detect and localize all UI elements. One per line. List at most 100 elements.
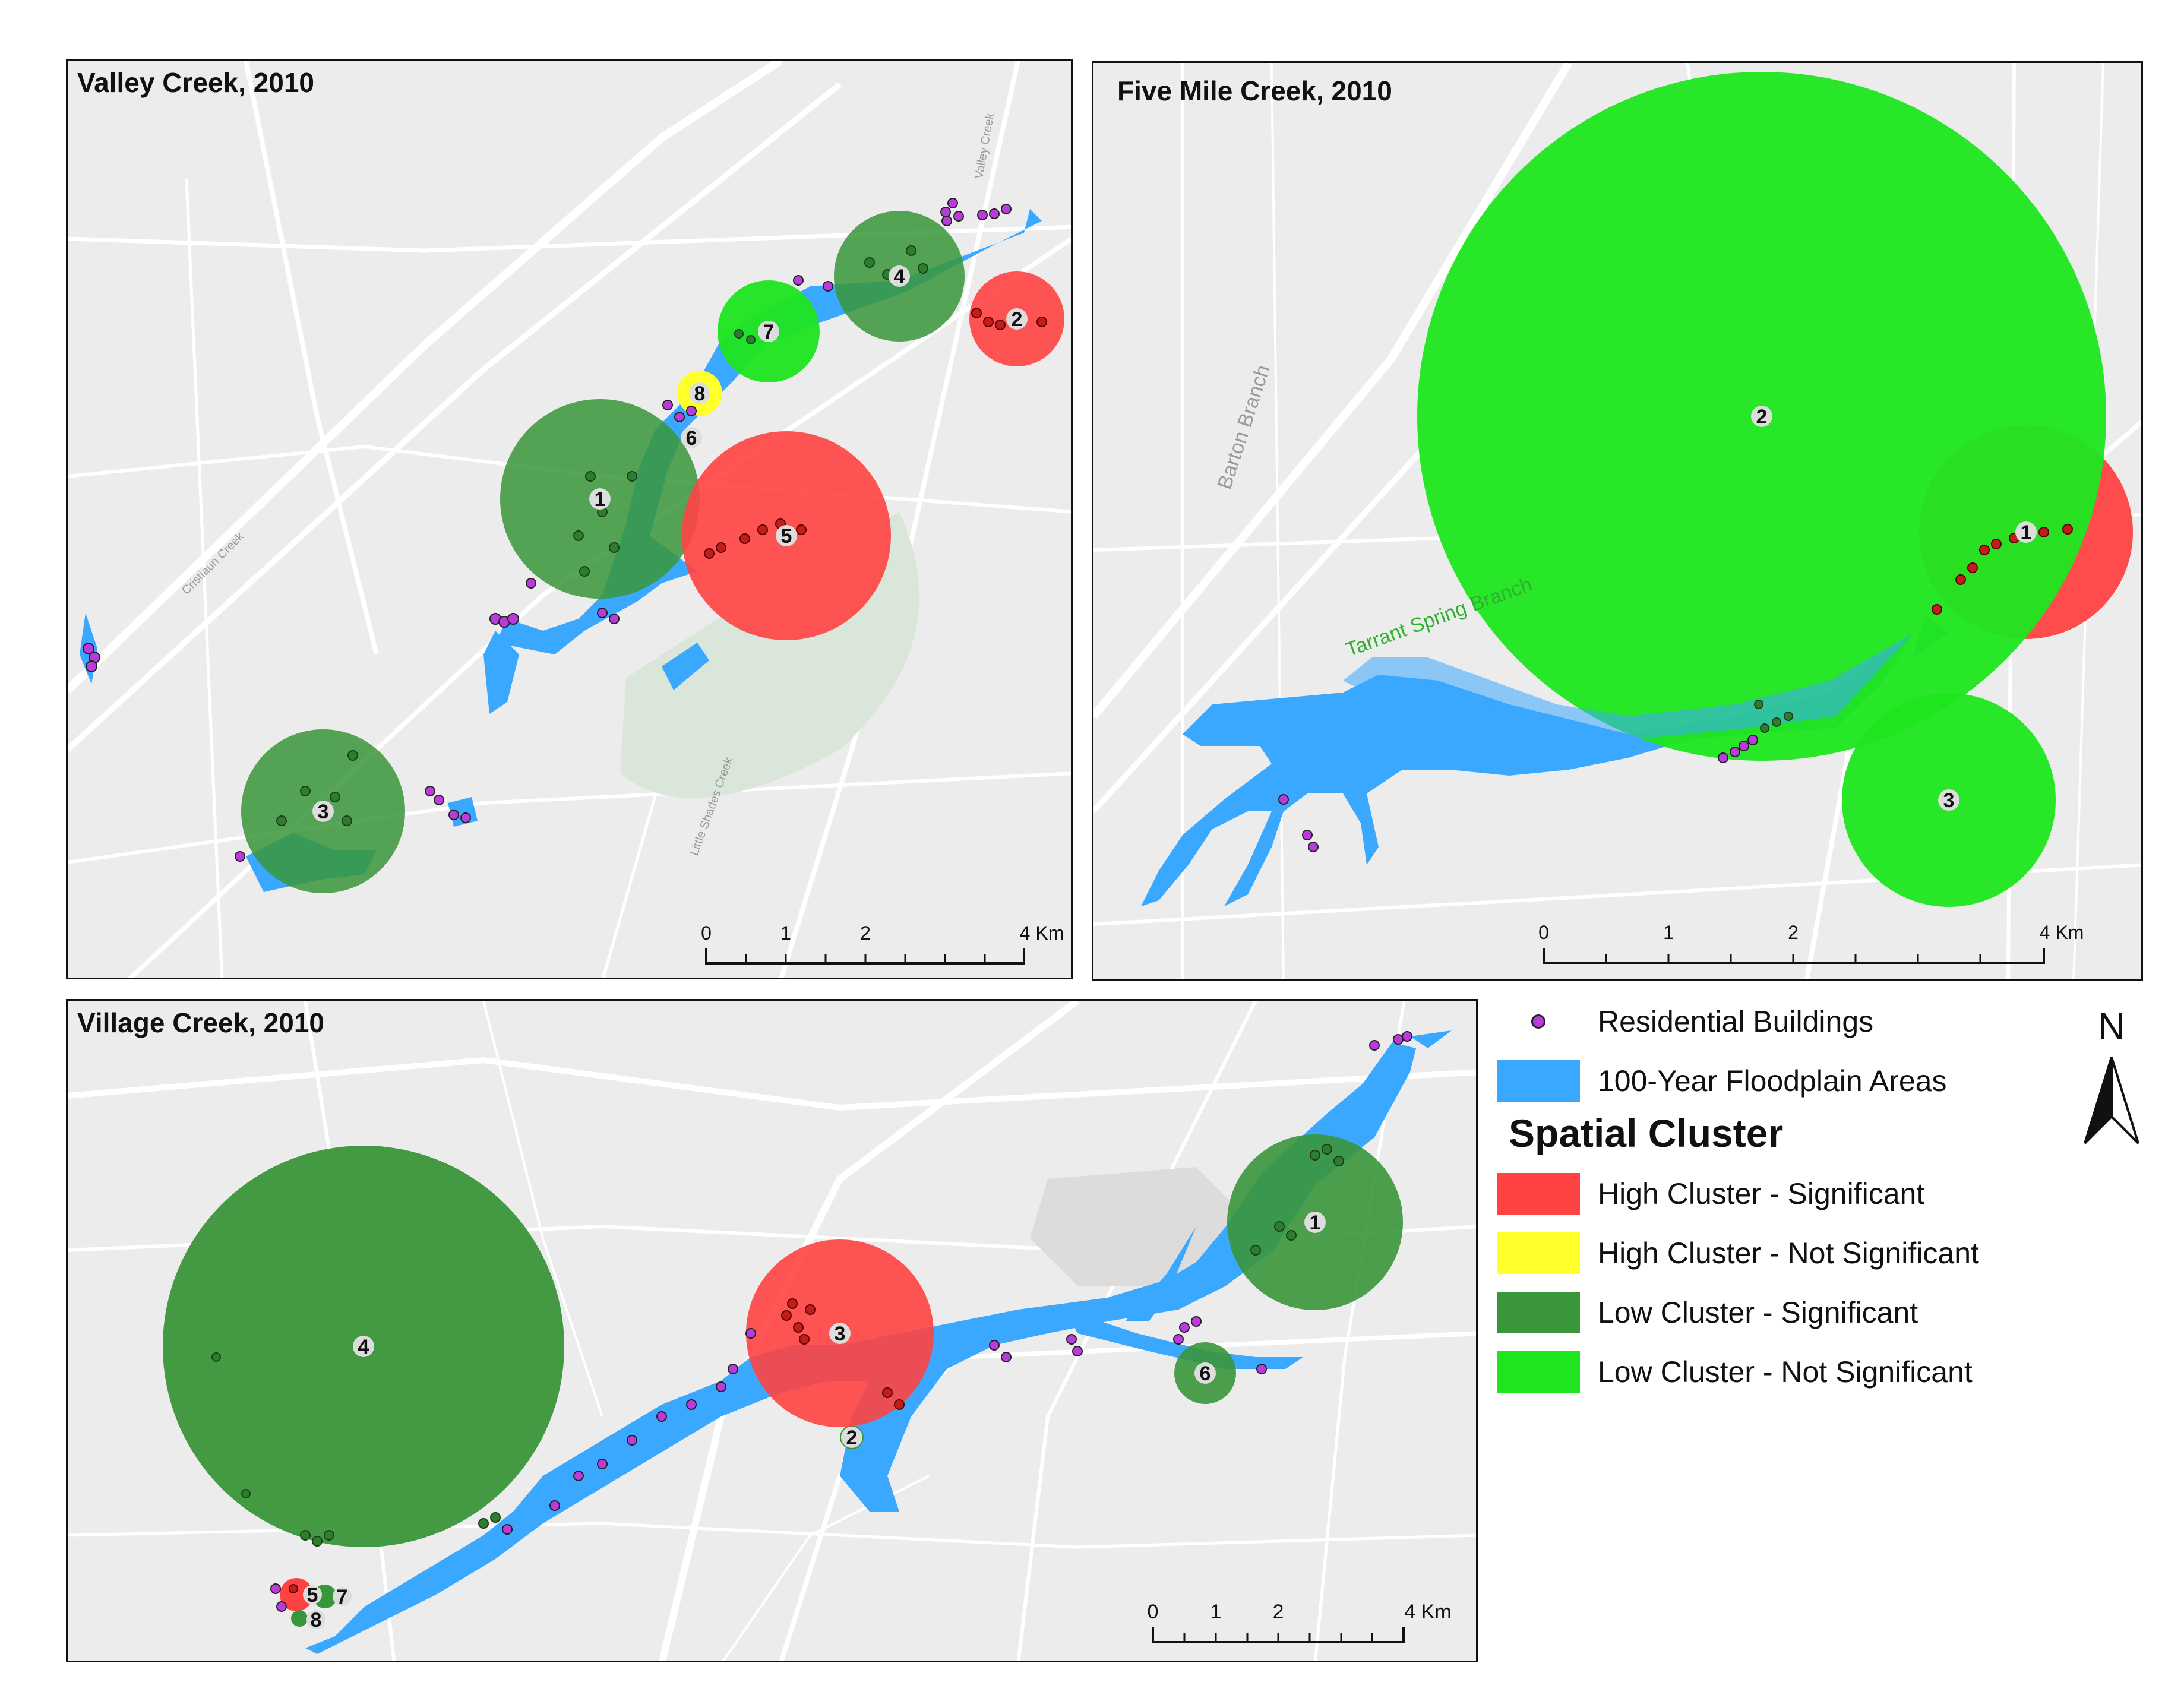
floodplain-under-clusters xyxy=(1343,633,1913,740)
village-cluster-labels: 1 2 3 4 5 6 7 8 xyxy=(303,1212,1326,1631)
five-mile-creek-map-panel: 1 2 3 Barton Branch Tarrant Spring Branc… xyxy=(1092,61,2143,981)
village-creek-map: 1 2 3 4 5 6 7 8 0 1 2 4 Km xyxy=(68,1001,1476,1661)
village-cluster-5-label: 5 xyxy=(303,1584,322,1607)
residential-marker-icon xyxy=(1497,1001,1580,1042)
svg-text:7: 7 xyxy=(763,321,775,343)
svg-text:2: 2 xyxy=(1788,922,1799,943)
svg-text:4: 4 xyxy=(358,1336,369,1358)
legend-item-label: High Cluster - Significant xyxy=(1598,1177,1925,1210)
svg-text:6: 6 xyxy=(1200,1362,1211,1385)
svg-text:2: 2 xyxy=(846,1427,858,1449)
village-creek-map-panel: 1 2 3 4 5 6 7 8 0 1 2 4 Km xyxy=(66,999,1478,1662)
valley-cluster-8-label: 8 xyxy=(689,382,710,405)
fivemile-low-cluster-buildings xyxy=(1754,700,1793,733)
village-cluster-1-label: 1 xyxy=(1304,1212,1326,1234)
village-residential-buildings xyxy=(270,1031,1412,1612)
svg-text:2: 2 xyxy=(1273,1601,1284,1623)
village-scale-bar: 0 1 2 4 Km xyxy=(1148,1601,1452,1643)
fivemile-scale-bar: 0 1 2 4 Km xyxy=(1538,922,2084,964)
svg-text:3: 3 xyxy=(1943,789,1955,812)
five-mile-creek-map: 1 2 3 Barton Branch Tarrant Spring Branc… xyxy=(1093,63,2141,979)
svg-text:4: 4 xyxy=(894,265,905,288)
svg-text:0: 0 xyxy=(1538,922,1549,943)
valley-low-cluster-buildings xyxy=(276,245,928,826)
svg-text:8: 8 xyxy=(311,1609,322,1631)
legend-item-low-not-significant: Low Cluster - Not Significant xyxy=(1497,1348,1973,1396)
low-significant-swatch xyxy=(1497,1292,1580,1333)
svg-text:3: 3 xyxy=(835,1323,846,1345)
village-cluster-8-label: 8 xyxy=(306,1609,325,1631)
svg-text:7: 7 xyxy=(337,1586,348,1608)
fivemile-cluster-labels: 1 2 3 xyxy=(1751,406,2037,812)
village-high-cluster-buildings xyxy=(289,1298,905,1593)
valley-cluster-3-label: 3 xyxy=(312,801,334,823)
svg-text:4 Km: 4 Km xyxy=(1020,922,1064,944)
valley-residential-buildings xyxy=(83,198,1012,862)
legend-item-label: Low Cluster - Significant xyxy=(1598,1296,1918,1329)
svg-text:2: 2 xyxy=(1012,308,1023,331)
fivemile-residential-buildings xyxy=(1278,735,1758,852)
industrial-area xyxy=(1030,1167,1256,1286)
valley-creek-map: 1 2 3 4 5 6 7 8 Valley Creek Cristiaun C… xyxy=(68,61,1071,978)
svg-text:1: 1 xyxy=(780,922,791,944)
valley-cluster-labels: 1 2 3 4 5 6 7 8 xyxy=(312,265,1028,823)
svg-text:8: 8 xyxy=(694,382,706,405)
village-cluster-7-label: 7 xyxy=(333,1586,352,1608)
svg-text:4 Km: 4 Km xyxy=(1404,1601,1451,1623)
valley-scale-bar: 0 1 2 4 Km xyxy=(701,922,1064,965)
north-label: N xyxy=(2098,1005,2125,1048)
svg-text:1: 1 xyxy=(1210,1601,1222,1623)
svg-text:1: 1 xyxy=(2021,521,2032,544)
legend-item-high-not-significant: High Cluster - Not Significant xyxy=(1497,1229,1979,1277)
valley-cluster-2-label: 2 xyxy=(1006,308,1028,331)
valley-cluster-5-label: 5 xyxy=(776,525,797,548)
high-not-significant-swatch xyxy=(1497,1232,1580,1274)
legend-item-label: Low Cluster - Not Significant xyxy=(1598,1355,1973,1389)
fivemile-cluster-1-label: 1 xyxy=(2015,521,2037,544)
svg-text:4 Km: 4 Km xyxy=(2040,922,2084,943)
valley-cluster-7-label: 7 xyxy=(758,321,779,343)
village-cluster-8-circle xyxy=(291,1610,308,1627)
valley-creek-title: Valley Creek, 2010 xyxy=(77,67,314,98)
fivemile-high-cluster-buildings xyxy=(1932,524,2073,615)
svg-text:1: 1 xyxy=(1310,1212,1321,1234)
valley-cluster-4-label: 4 xyxy=(889,265,910,288)
fivemile-cluster-circles xyxy=(1417,72,2133,907)
barton-branch-label: Barton Branch xyxy=(1213,362,1274,492)
cristiaun-creek-label: Cristiaun Creek xyxy=(179,530,247,597)
legend-item-label: High Cluster - Not Significant xyxy=(1598,1237,1979,1270)
high-significant-swatch xyxy=(1497,1173,1580,1215)
svg-text:5: 5 xyxy=(781,525,792,548)
legend-heading: Spatial Cluster xyxy=(1509,1111,1784,1155)
village-cluster-2-label: 2 xyxy=(841,1427,862,1449)
valley-high-cluster-buildings xyxy=(704,308,1047,559)
svg-text:6: 6 xyxy=(686,427,697,450)
svg-text:0: 0 xyxy=(1148,1601,1159,1623)
legend-residential-row: Residential Buildings xyxy=(1497,998,1873,1045)
svg-text:1: 1 xyxy=(1663,922,1674,943)
svg-text:2: 2 xyxy=(1756,406,1768,428)
svg-text:2: 2 xyxy=(860,922,871,944)
village-cluster-6-label: 6 xyxy=(1194,1362,1216,1385)
svg-text:3: 3 xyxy=(318,801,329,823)
svg-text:0: 0 xyxy=(701,922,712,944)
legend-floodplain-label: 100-Year Floodplain Areas xyxy=(1598,1064,1947,1098)
village-low-cluster-buildings xyxy=(211,1144,1344,1547)
legend-floodplain-row: 100-Year Floodplain Areas xyxy=(1497,1057,1946,1105)
legend-residential-label: Residential Buildings xyxy=(1598,1005,1874,1038)
valley-cluster-1-label: 1 xyxy=(589,488,611,511)
valley-creek-map-panel: 1 2 3 4 5 6 7 8 Valley Creek Cristiaun C… xyxy=(66,59,1073,979)
village-cluster-4-label: 4 xyxy=(353,1336,374,1358)
legend-item-high-significant: High Cluster - Significant xyxy=(1497,1170,1924,1218)
five-mile-creek-title: Five Mile Creek, 2010 xyxy=(1117,75,1392,106)
valley-cluster-6-label: 6 xyxy=(681,427,702,450)
legend-item-low-significant: Low Cluster - Significant xyxy=(1497,1289,1918,1336)
low-not-significant-swatch xyxy=(1497,1351,1580,1393)
fivemile-cluster-3-label: 3 xyxy=(1938,789,1959,812)
village-cluster-5-circle xyxy=(280,1578,313,1611)
village-cluster-3-label: 3 xyxy=(829,1323,851,1345)
floodplain-swatch xyxy=(1497,1060,1580,1102)
fivemile-cluster-2-label: 2 xyxy=(1751,406,1772,428)
svg-text:5: 5 xyxy=(307,1584,318,1607)
village-creek-title: Village Creek, 2010 xyxy=(77,1007,324,1038)
